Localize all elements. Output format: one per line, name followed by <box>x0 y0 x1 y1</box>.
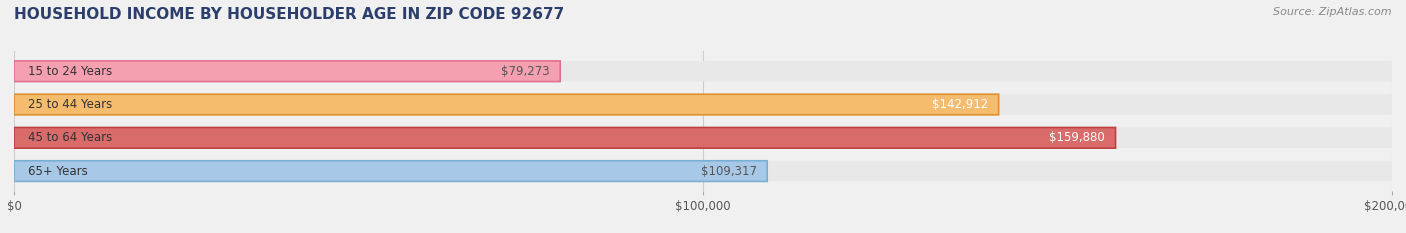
FancyBboxPatch shape <box>14 94 1392 115</box>
Text: $159,880: $159,880 <box>1049 131 1105 144</box>
Text: $142,912: $142,912 <box>932 98 988 111</box>
Text: 45 to 64 Years: 45 to 64 Years <box>28 131 112 144</box>
FancyBboxPatch shape <box>14 127 1115 148</box>
FancyBboxPatch shape <box>14 61 1392 82</box>
FancyBboxPatch shape <box>14 61 560 82</box>
Text: 25 to 44 Years: 25 to 44 Years <box>28 98 112 111</box>
Text: 15 to 24 Years: 15 to 24 Years <box>28 65 112 78</box>
FancyBboxPatch shape <box>14 94 998 115</box>
FancyBboxPatch shape <box>14 127 1392 148</box>
Text: $79,273: $79,273 <box>502 65 550 78</box>
Text: $109,317: $109,317 <box>700 164 756 178</box>
Text: HOUSEHOLD INCOME BY HOUSEHOLDER AGE IN ZIP CODE 92677: HOUSEHOLD INCOME BY HOUSEHOLDER AGE IN Z… <box>14 7 564 22</box>
FancyBboxPatch shape <box>14 161 768 182</box>
Text: Source: ZipAtlas.com: Source: ZipAtlas.com <box>1274 7 1392 17</box>
Text: 65+ Years: 65+ Years <box>28 164 87 178</box>
FancyBboxPatch shape <box>14 161 1392 182</box>
